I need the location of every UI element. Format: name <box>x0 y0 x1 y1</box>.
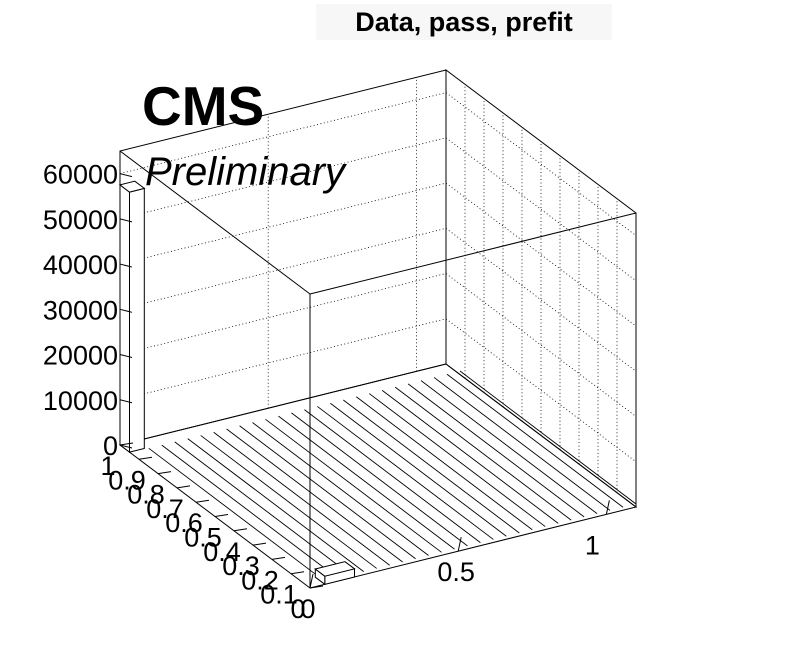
bar-top-face <box>314 561 356 577</box>
z-tick <box>119 308 133 313</box>
hatch-line <box>291 412 468 547</box>
z-grid-line <box>119 92 637 236</box>
hatch-line <box>459 370 637 505</box>
x-tick <box>309 573 314 589</box>
hatch-line <box>239 425 416 560</box>
lego-bar <box>314 561 356 586</box>
z-tick <box>119 263 133 268</box>
x-tick <box>457 537 462 552</box>
axis-ticks <box>119 173 610 589</box>
lego-bars <box>118 180 356 586</box>
z-tick-labels: 0 10000 20000 30000 40000 50000 60000 <box>43 160 118 461</box>
z-tick-label: 50000 <box>43 205 118 235</box>
hatch-line <box>356 396 533 531</box>
y-tick-labels: 00.10.20.30.40.50.60.70.80.91 <box>100 451 305 624</box>
top-left-edge <box>119 150 311 295</box>
hatch-line <box>187 438 364 573</box>
y-tick <box>252 542 267 546</box>
y-tick <box>138 456 153 460</box>
hatch-line <box>213 431 390 566</box>
x-tick-label: 0.5 <box>437 557 475 587</box>
bar-side-face <box>119 183 130 454</box>
hatch-line <box>446 373 624 508</box>
y-tick-label: 0 <box>290 594 305 624</box>
z-tick-label: 30000 <box>43 295 118 325</box>
top-front-edge <box>309 212 637 295</box>
grid-lines <box>119 77 637 493</box>
z-tick <box>119 444 133 449</box>
hatch-line <box>278 415 455 550</box>
y-tick <box>290 571 305 575</box>
y-tick-label: 0.9 <box>108 465 146 495</box>
hatch-line <box>226 428 403 563</box>
y-tick-label: 0.3 <box>222 551 260 581</box>
hatch-line <box>148 447 326 582</box>
y-tick <box>271 556 286 560</box>
hatch-line <box>200 435 377 569</box>
cms-label: CMS <box>142 75 265 137</box>
hatch-line <box>252 422 429 556</box>
plot-title: Data, pass, prefit <box>316 4 612 40</box>
hatch-line <box>368 393 546 527</box>
x-tick <box>605 500 610 515</box>
x-tick-label: 0 <box>300 594 315 624</box>
bar-top-face <box>118 180 146 193</box>
hatch-line <box>174 441 352 576</box>
floor <box>118 363 638 589</box>
y-tick <box>195 499 210 503</box>
hatch-line <box>330 402 507 537</box>
hatch-line <box>343 399 520 534</box>
lego-bar <box>118 180 146 454</box>
y-tick-label: 0.7 <box>146 494 184 524</box>
y-tick-label: 0.1 <box>260 580 298 610</box>
hatch-line <box>304 409 481 544</box>
z-grid-line <box>119 273 637 417</box>
hatch-line <box>420 380 598 515</box>
hatch-line <box>381 389 559 524</box>
y-tick-label: 0.6 <box>165 508 203 538</box>
y-tick-label: 0.2 <box>241 565 279 595</box>
z-tick <box>119 354 133 359</box>
preliminary-label: Preliminary <box>145 150 346 194</box>
y-tick <box>157 471 172 475</box>
x-tick-labels: 00.51 <box>300 530 599 624</box>
y-tick-label: 0.8 <box>127 480 165 510</box>
y-tick <box>309 585 324 589</box>
hatch-line <box>407 383 585 518</box>
y-tick <box>214 514 229 517</box>
z-tick-label: 40000 <box>43 250 118 280</box>
hatch-line <box>433 377 611 511</box>
y-tick <box>233 528 248 532</box>
z-tick <box>119 173 133 178</box>
y-tick-label: 0.5 <box>184 523 222 553</box>
hatch-line <box>161 444 339 579</box>
bar-front-face <box>129 187 145 453</box>
y-tick-label: 1 <box>100 451 115 481</box>
x-tick-label: 1 <box>585 530 600 560</box>
z-grid-line <box>119 182 637 327</box>
z-tick-label: 60000 <box>43 160 118 190</box>
z-tick <box>119 218 133 223</box>
z-tick-label: 20000 <box>43 341 118 371</box>
hatch-line <box>317 406 494 540</box>
y-tick <box>119 442 134 446</box>
z-tick-label: 0 <box>103 431 118 461</box>
z-grid-line <box>119 227 637 372</box>
hatch-line <box>265 418 442 553</box>
y-tick <box>176 485 191 489</box>
y-tick-label: 0.4 <box>203 537 241 567</box>
floor-hatch <box>148 370 637 582</box>
z-tick-label: 10000 <box>43 386 118 416</box>
z-grid-line <box>119 318 637 463</box>
z-tick <box>119 399 133 404</box>
z-grid-line <box>119 137 637 282</box>
hatch-line <box>394 386 572 521</box>
